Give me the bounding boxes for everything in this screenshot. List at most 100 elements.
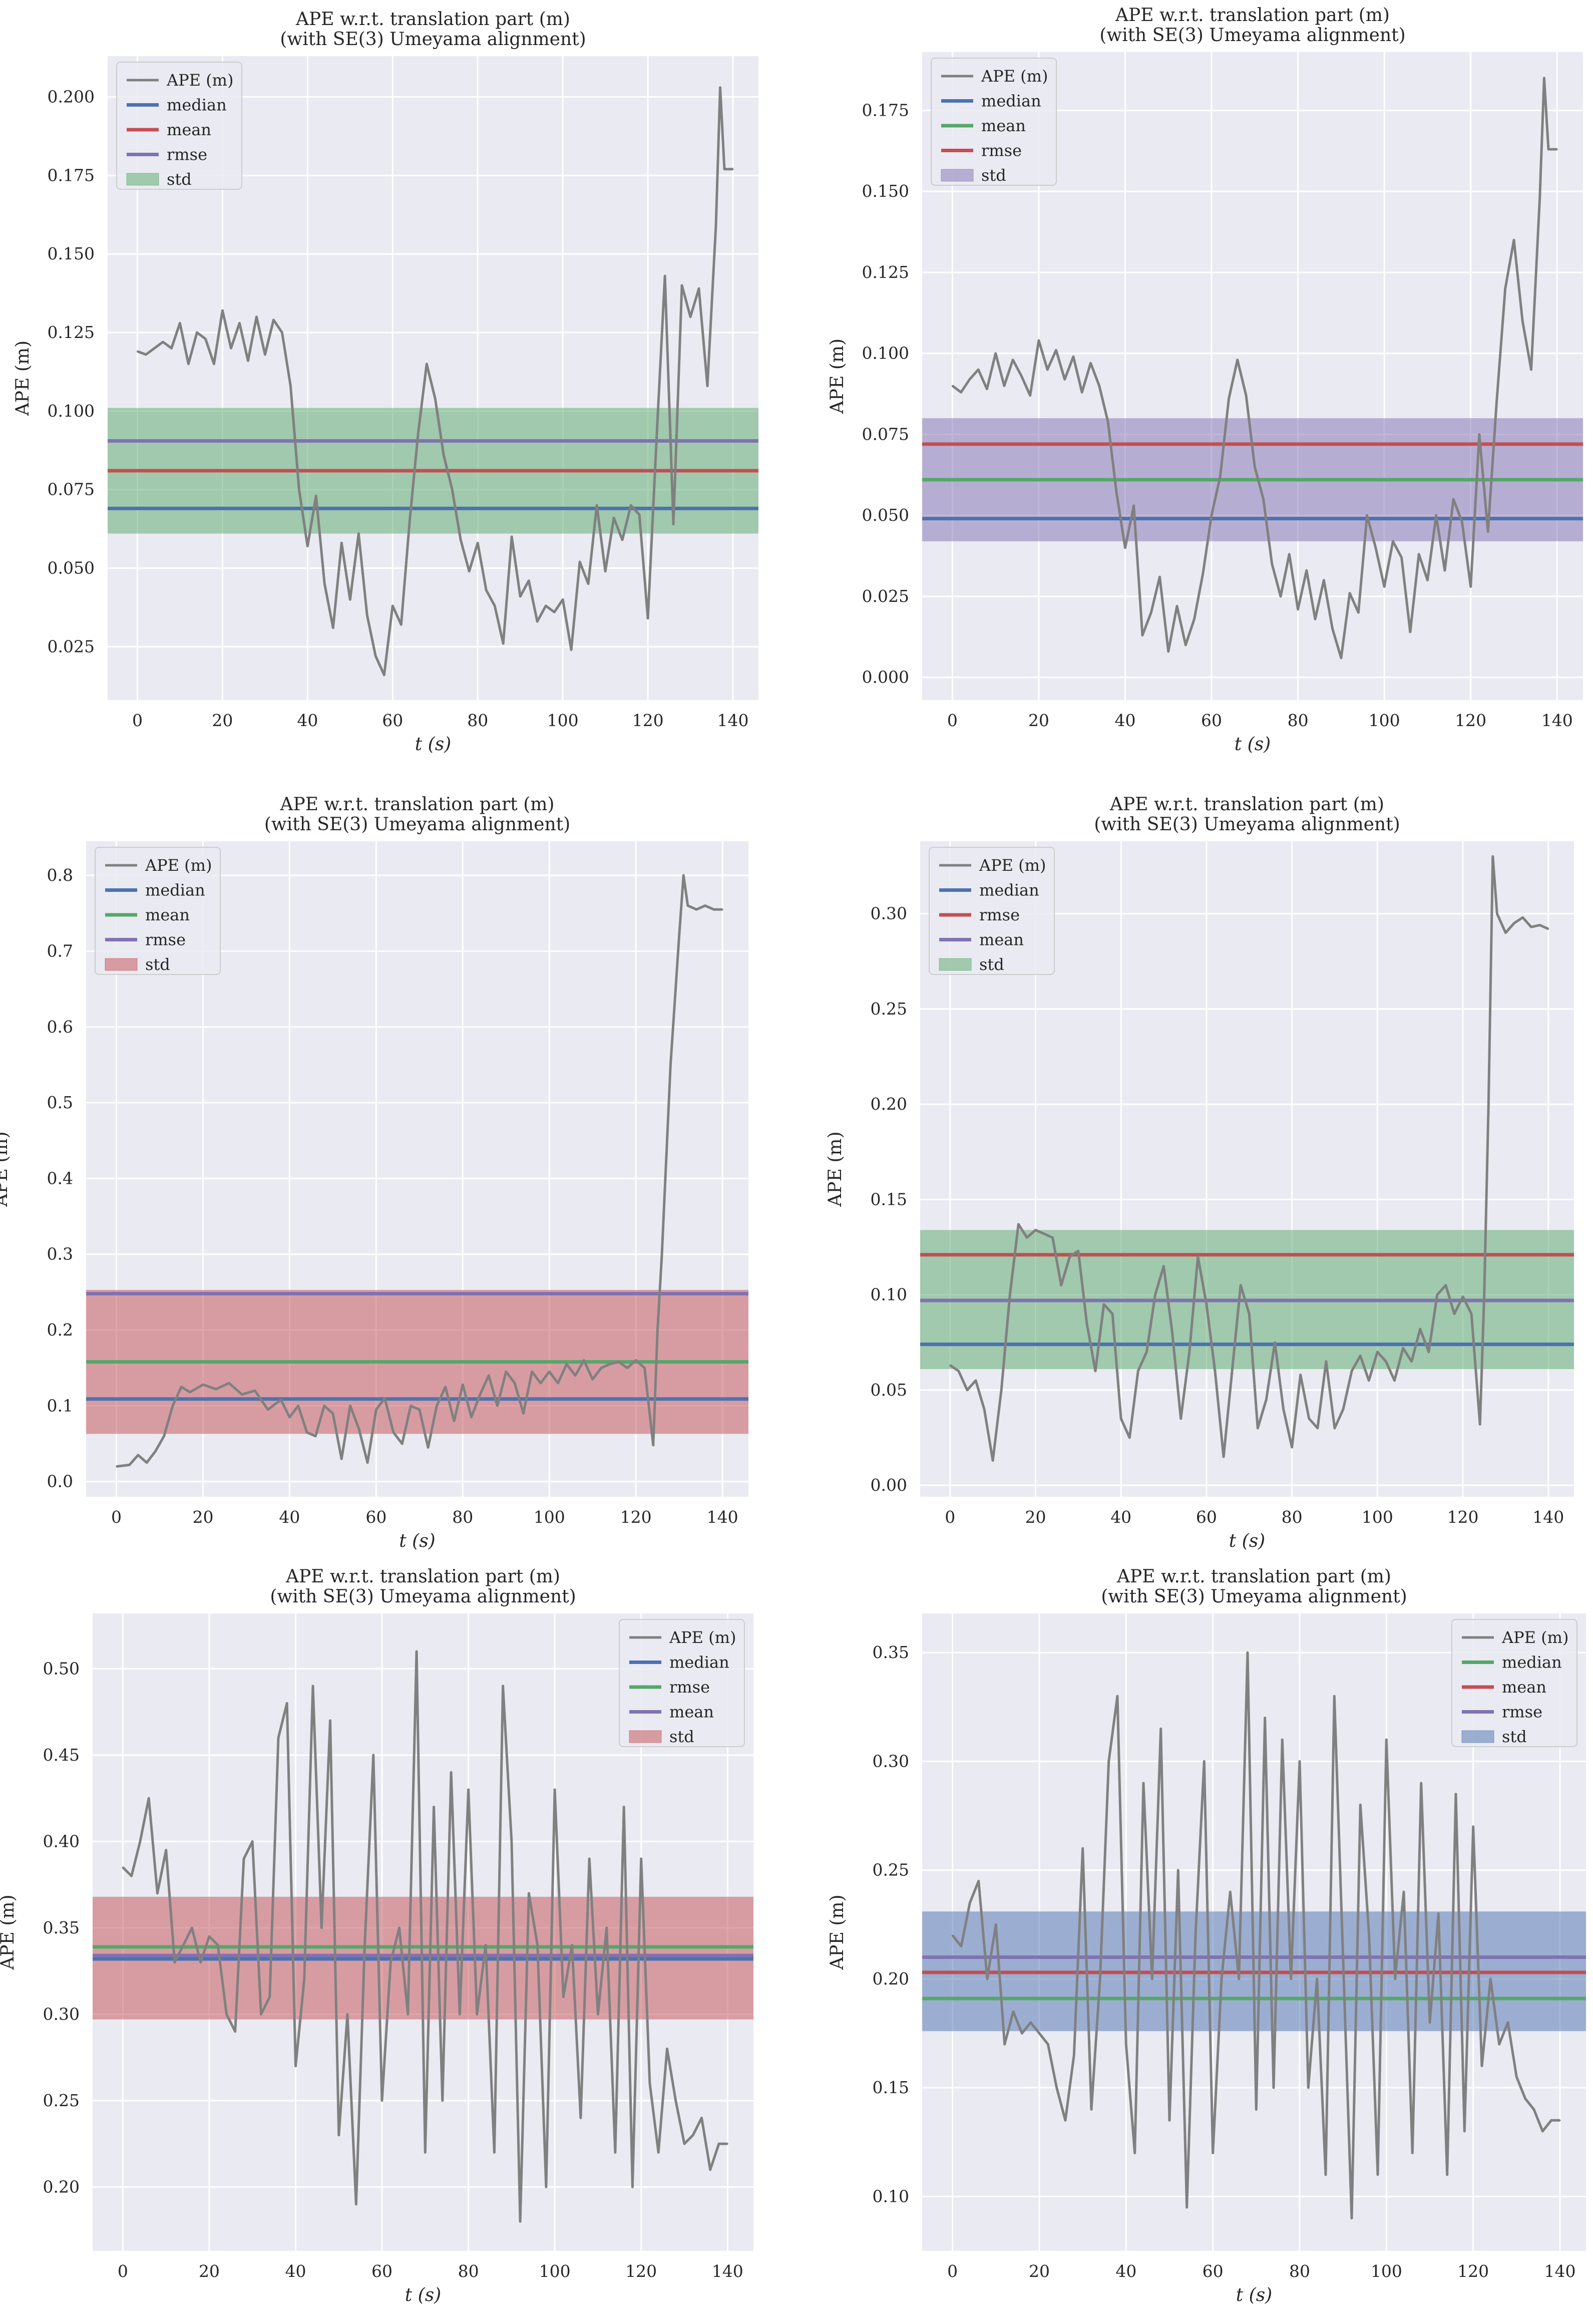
ape-data-point xyxy=(148,1797,150,1799)
chart-title-line-1: APE w.r.t. translation part (m) xyxy=(280,794,555,815)
ape-data-point xyxy=(1281,1739,1283,1741)
chart-panel-3: 0.0 0.1 0.2 0.3 0.4 0.5 0.6 0.7 0.8 0 20 40 60 80 100 1… xyxy=(0,794,748,1551)
ape-data-point xyxy=(1541,2130,1543,2132)
ape-data-point xyxy=(312,1685,314,1687)
ape-data-point xyxy=(1522,916,1524,918)
ape-data-point xyxy=(1429,2022,1431,2024)
ape-data-point xyxy=(1426,579,1428,581)
ape-data-point xyxy=(208,1935,210,1937)
ape-data-point xyxy=(960,1945,962,1947)
ape-data-point xyxy=(1116,1695,1118,1697)
ape-data-point xyxy=(1470,1313,1472,1315)
ape-data-point xyxy=(453,1420,455,1422)
ape-data-point xyxy=(383,674,385,676)
ape-data-point xyxy=(297,1405,299,1407)
ape-data-point xyxy=(315,495,317,497)
ape-data-point xyxy=(163,1435,165,1437)
x-tick-label: 0 xyxy=(132,711,143,730)
ape-data-point xyxy=(664,275,666,277)
ape-data-point xyxy=(986,1978,988,1980)
ape-data-point xyxy=(410,1405,412,1407)
y-tick-label: 0.125 xyxy=(48,322,95,342)
chart-title-line-1: APE w.r.t. translation part (m) xyxy=(1116,1566,1391,1587)
legend-swatch-std xyxy=(941,169,974,182)
ape-data-point xyxy=(1368,1380,1370,1382)
ape-data-point xyxy=(122,1866,124,1868)
ape-data-point xyxy=(732,168,734,170)
ape-data-point xyxy=(562,1996,564,1998)
ape-data-point xyxy=(1017,1223,1019,1225)
ape-data-point xyxy=(557,1382,559,1384)
ape-data-point xyxy=(689,316,691,318)
ape-data-point xyxy=(384,1397,386,1399)
ape-data-point xyxy=(1452,498,1454,500)
ape-data-point xyxy=(243,1858,245,1860)
y-tick-label: 0.075 xyxy=(862,424,909,444)
ape-data-point xyxy=(1411,1361,1413,1363)
x-tick-label: 100 xyxy=(1369,711,1400,730)
ape-data-point xyxy=(1168,2119,1170,2121)
ape-data-point xyxy=(459,2013,461,2015)
ape-data-point xyxy=(1481,2065,1483,2067)
ape-data-point xyxy=(1029,395,1031,397)
y-tick-label: 0.10 xyxy=(871,1285,907,1304)
ape-data-point xyxy=(1307,2087,1309,2089)
ape-data-point xyxy=(462,1384,464,1386)
ape-data-point xyxy=(719,87,721,89)
ape-data-point xyxy=(554,1789,556,1791)
ape-data-point xyxy=(502,642,504,644)
ape-data-point xyxy=(1495,401,1497,403)
ape-data-point xyxy=(647,617,649,619)
chart-title-line-1: APE w.r.t. translation part (m) xyxy=(1109,794,1384,815)
ape-data-point xyxy=(1069,1256,1071,1258)
ape-data-point xyxy=(399,1927,401,1929)
ape-data-point xyxy=(700,2117,702,2119)
x-axis-label: t (s) xyxy=(1235,734,1271,755)
ape-data-point xyxy=(995,1923,997,1925)
legend-label-std: std xyxy=(669,1727,694,1746)
ape-data-point xyxy=(1043,1233,1045,1235)
ape-data-point xyxy=(1306,569,1308,571)
ape-data-point xyxy=(1141,634,1143,636)
x-tick-label: 100 xyxy=(547,711,579,730)
chart-panel-4: 0.00 0.05 0.10 0.15 0.20 0.25 0.30 0 20 40 60 80 100… xyxy=(825,794,1574,1551)
ape-data-point xyxy=(477,542,479,544)
ape-data-point xyxy=(1034,1229,1036,1231)
x-tick-label: 120 xyxy=(1447,1507,1479,1527)
ape-data-point xyxy=(349,598,351,600)
x-tick-label: 0 xyxy=(947,2261,958,2281)
ape-data-point xyxy=(614,2151,616,2153)
chart-panel-1: 0.025 0.050 0.075 0.100 0.125 0.150 0.175 0.200… xyxy=(13,9,758,755)
legend-label-mean: mean xyxy=(145,905,190,924)
y-tick-label: 0.125 xyxy=(862,262,909,282)
x-tick-label: 0 xyxy=(118,2261,128,2281)
ape-data-point xyxy=(180,1386,182,1388)
ape-data-point xyxy=(1000,1389,1002,1391)
ape-data-point xyxy=(1547,928,1549,930)
x-tick-label: 60 xyxy=(1201,711,1222,730)
x-tick-label: 20 xyxy=(192,1507,213,1527)
ape-data-point xyxy=(1483,1294,1485,1296)
ape-data-point xyxy=(606,1927,608,1929)
chart-title-line-1: APE w.r.t. translation part (m) xyxy=(285,1566,560,1587)
ape-data-point xyxy=(170,347,172,349)
ape-data-point xyxy=(409,520,411,522)
ape-data-point xyxy=(281,331,283,334)
ape-data-point xyxy=(1111,1313,1113,1315)
ape-data-point xyxy=(1055,349,1057,351)
ape-data-point xyxy=(1445,1284,1447,1286)
ape-data-point xyxy=(571,1944,573,1946)
ape-data-point xyxy=(1349,592,1351,594)
x-tick-label: 140 xyxy=(717,711,749,730)
ape-data-point xyxy=(267,1409,269,1411)
ape-data-point xyxy=(1171,1332,1173,1334)
legend-label-ape-m: APE (m) xyxy=(981,67,1048,86)
ape-data-point xyxy=(346,2013,348,2015)
ape-data-point xyxy=(1115,492,1117,494)
ape-data-point xyxy=(528,580,530,582)
ape-data-point xyxy=(1539,197,1541,199)
legend-label-std: std xyxy=(979,955,1004,974)
ape-data-point xyxy=(1462,1295,1464,1297)
ape-data-point xyxy=(1455,1793,1457,1795)
chart-title-line-1: APE w.r.t. translation part (m) xyxy=(1115,5,1390,26)
